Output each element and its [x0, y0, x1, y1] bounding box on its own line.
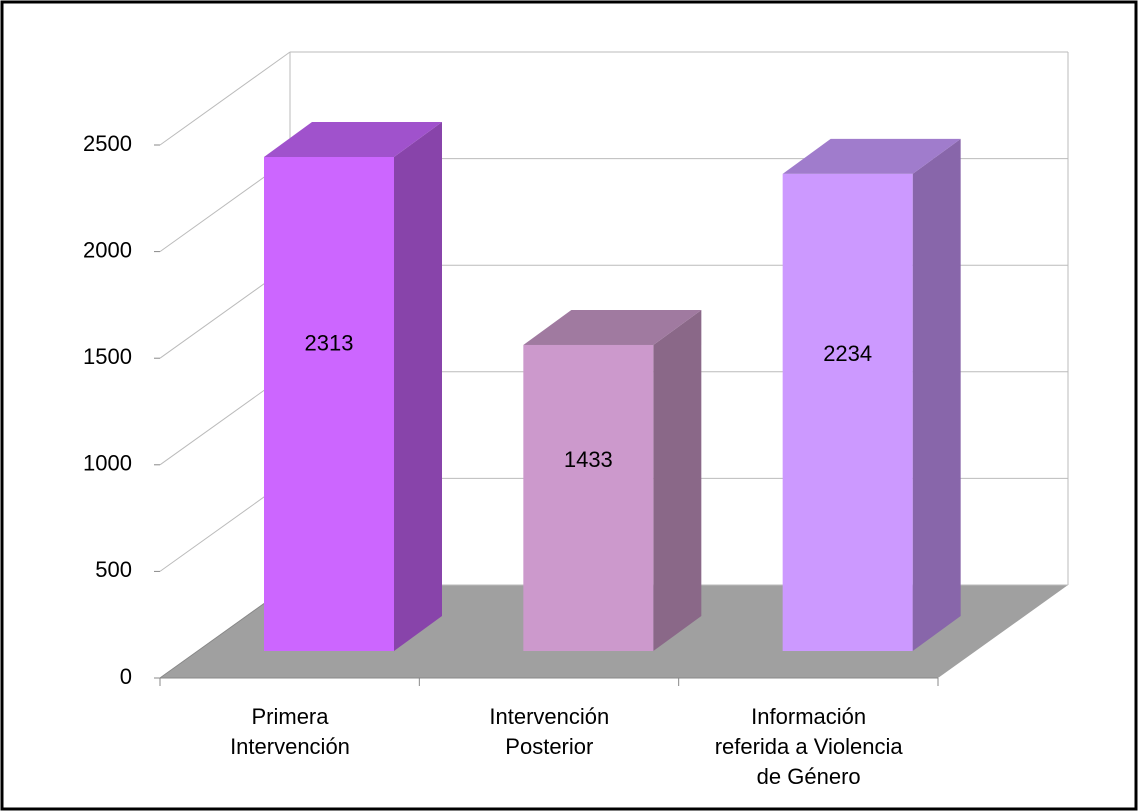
grid-line — [159, 51, 291, 146]
x-tick-label: Primera Intervención — [230, 704, 350, 759]
bar-top — [523, 309, 702, 345]
bar-side — [912, 138, 961, 652]
y-tick-label: 1500 — [83, 344, 132, 369]
x-tick-label: Intervención Posterior — [489, 704, 610, 759]
y-tick-label: 1000 — [83, 451, 132, 476]
y-tick-label: 500 — [95, 557, 132, 582]
bar — [264, 157, 394, 651]
y-tick-label: 0 — [120, 664, 132, 689]
bar-top — [264, 122, 442, 157]
data-label: 1433 — [564, 447, 613, 472]
bar-side — [653, 309, 702, 651]
x-tick-label: Información referida a Violencia de Géne… — [714, 704, 903, 789]
bar — [523, 344, 654, 651]
bar-top — [782, 138, 961, 174]
bar — [782, 173, 913, 651]
bar-side — [394, 122, 442, 651]
y-tick-label: 2000 — [83, 237, 132, 262]
data-label: 2234 — [823, 341, 872, 366]
data-label: 2313 — [305, 331, 354, 356]
y-tick-label: 2500 — [83, 131, 132, 156]
